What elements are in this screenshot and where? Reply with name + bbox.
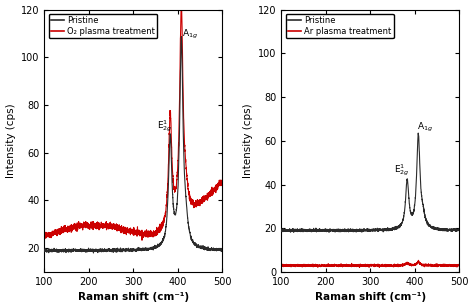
X-axis label: Raman shift (cm⁻¹): Raman shift (cm⁻¹) xyxy=(78,292,189,302)
Text: (a): (a) xyxy=(52,18,72,30)
Y-axis label: Intensity (cps): Intensity (cps) xyxy=(6,103,16,178)
Text: E$^1_{2g}$: E$^1_{2g}$ xyxy=(157,118,173,134)
Y-axis label: Intensity (cps): Intensity (cps) xyxy=(243,103,253,178)
Text: A$_{1g}$: A$_{1g}$ xyxy=(417,121,433,134)
X-axis label: Raman shift (cm⁻¹): Raman shift (cm⁻¹) xyxy=(315,292,426,302)
Legend: Pristine, O₂ plasma treatment: Pristine, O₂ plasma treatment xyxy=(49,14,157,38)
Text: A$_{1g}$: A$_{1g}$ xyxy=(182,27,198,41)
Legend: Pristine, Ar plasma treatment: Pristine, Ar plasma treatment xyxy=(286,14,394,38)
Text: (b): (b) xyxy=(289,18,309,30)
Text: E$^1_{2g}$: E$^1_{2g}$ xyxy=(393,162,409,178)
